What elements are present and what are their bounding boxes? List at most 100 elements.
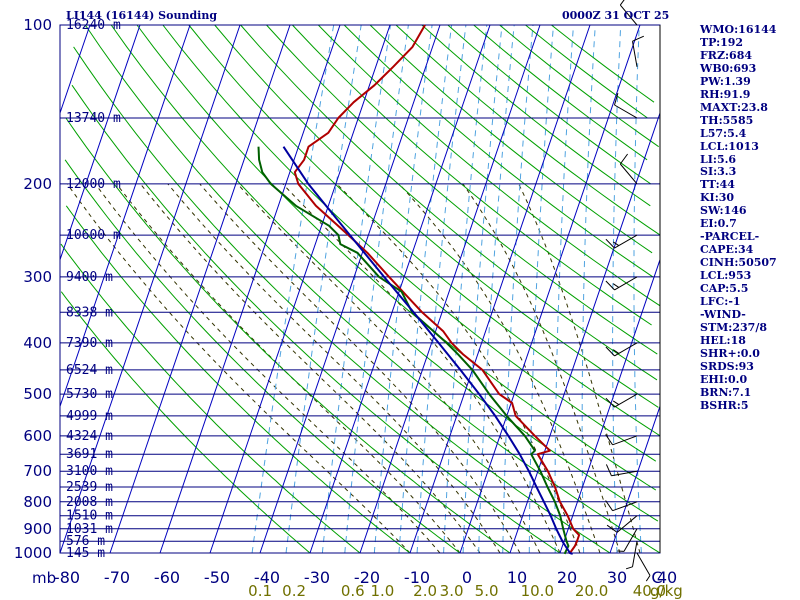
mixing-ratio-unit-label: g/kg	[650, 582, 683, 600]
mixing-ratio-label: 20.0	[575, 582, 608, 600]
wind-barb	[605, 500, 638, 512]
index-item: FRZ:684	[700, 48, 753, 62]
index-item: CAPE:34	[700, 243, 754, 257]
temperature-unit-label: C	[651, 568, 662, 587]
temperature-tick-label: -20	[354, 568, 380, 587]
sounding-indices: WMO:16144 TP:192 FRZ:684 WB0:693 PW:1.39 RH:9…	[700, 23, 777, 413]
dry-adiabat	[395, 24, 661, 236]
pressure-axis-labels: 100 200 300 400 500 600 700 800 900 1000 mb	[14, 16, 56, 587]
index-item: L57:5.4	[700, 126, 747, 140]
isotherm-line	[209, 24, 391, 554]
temperature-tick-label: -50	[204, 568, 230, 587]
height-label: 1510 m	[66, 509, 113, 524]
dry-adiabat	[473, 24, 648, 161]
mixing-ratio-line	[502, 24, 534, 554]
dry-adiabat	[266, 24, 658, 355]
height-label: 2008 m	[66, 495, 113, 510]
index-item: BRN:7.1	[700, 385, 752, 399]
parcel-profile	[282, 146, 574, 555]
mixing-ratio-line	[416, 24, 467, 554]
temperature-tick-label: -80	[54, 568, 80, 587]
dry-adiabat	[60, 291, 311, 554]
moist-adiabat	[199, 183, 521, 554]
wind-barb	[605, 276, 638, 291]
mixing-ratio-label: 0.6	[341, 582, 365, 600]
pressure-label: 800	[23, 493, 52, 511]
temperature-axis-labels: -80 -70 -60 -50 -40 -30 -20 -10 0 10 20 30 40C	[54, 568, 677, 587]
index-item: LI:5.6	[700, 152, 737, 166]
pressure-label: 500	[23, 385, 52, 403]
mixing-ratio-line	[581, 24, 596, 553]
isotherm-line	[509, 112, 661, 554]
isotherm-line	[459, 24, 641, 554]
isotherm-line	[59, 24, 241, 554]
temperature-tick-label: -60	[154, 568, 180, 587]
index-item: CINH:50507	[700, 256, 777, 270]
dry-adiabat	[73, 46, 611, 554]
moist-adiabat	[398, 183, 601, 554]
dry-adiabat	[110, 24, 659, 522]
dry-adiabat	[60, 243, 361, 554]
dry-adiabat	[421, 24, 651, 207]
index-item: WB0:693	[700, 61, 757, 75]
height-label: 2539 m	[66, 480, 113, 495]
dry-adiabat	[292, 24, 652, 326]
index-item: BSHR:5	[700, 398, 749, 412]
index-item: CAP:5.5	[700, 282, 749, 296]
mixing-ratio-label: 3.0	[440, 582, 464, 600]
height-label: 12000 m	[66, 177, 121, 192]
isotherm-line	[359, 24, 541, 554]
dry-adiabat	[64, 159, 461, 554]
height-label: 8338 m	[66, 305, 113, 320]
height-label: 576 m	[66, 534, 105, 549]
dry-adiabats	[60, 24, 661, 554]
wind-barb	[605, 434, 638, 446]
pressure-label: 200	[23, 175, 52, 193]
index-item: KI:30	[700, 191, 735, 205]
index-item: SHR+:0.0	[700, 346, 760, 360]
dry-adiabat	[65, 117, 511, 554]
moist-adiabat	[282, 183, 561, 554]
station-title: LI144 (16144) Sounding	[66, 9, 218, 22]
mixing-ratio-label: 0.1	[248, 582, 272, 600]
height-label: 7390 m	[66, 336, 113, 351]
sounding-profiles	[257, 24, 581, 555]
index-item: SW:146	[700, 204, 747, 218]
wind-barb	[619, 153, 638, 185]
pressure-label: 1000	[14, 544, 52, 562]
isotherm-line	[559, 259, 661, 554]
dewpoint-profile	[257, 146, 570, 555]
height-label: 145 m	[66, 546, 105, 561]
pressure-label: 400	[23, 334, 52, 352]
mixing-ratio-labels: 0.1 0.2 0.6 1.0 2.0 3.0 5.0 10.0 20.0 40.0g/kg	[248, 582, 683, 600]
wind-barb	[636, 552, 651, 582]
moist-adiabat	[167, 183, 501, 554]
wind-barb	[605, 234, 638, 249]
wind-barb	[625, 541, 638, 570]
mixing-ratio-label: 2.0	[413, 582, 437, 600]
index-item: EHI:0.0	[700, 372, 748, 386]
dry-adiabat	[240, 24, 658, 381]
index-item: SRDS:93	[700, 359, 754, 373]
isotherm-line	[409, 24, 591, 554]
temperature-tick-label: 30	[607, 568, 627, 587]
wind-barb	[605, 393, 638, 408]
temperature-tick-label: -30	[304, 568, 330, 587]
height-label: 10600 m	[66, 228, 121, 243]
mixing-ratio-line	[462, 24, 503, 554]
mixing-ratio-line	[398, 24, 453, 554]
isotherms	[59, 24, 661, 554]
mixing-ratio-label: 5.0	[475, 582, 499, 600]
height-label: 4999 m	[66, 409, 113, 424]
height-label: 4324 m	[66, 429, 113, 444]
height-label: 1031 m	[66, 522, 113, 537]
index-item: STM:237/8	[700, 320, 767, 334]
mixing-ratio-line	[478, 24, 515, 554]
wind-barb	[606, 515, 638, 533]
temperature-tick-label: -40	[254, 568, 280, 587]
temperature-tick-label: 10	[507, 568, 527, 587]
dry-adiabat	[214, 24, 659, 408]
wind-barb	[614, 92, 638, 119]
mixing-ratio-line	[251, 24, 335, 554]
index-item: -WIND-	[700, 307, 746, 321]
